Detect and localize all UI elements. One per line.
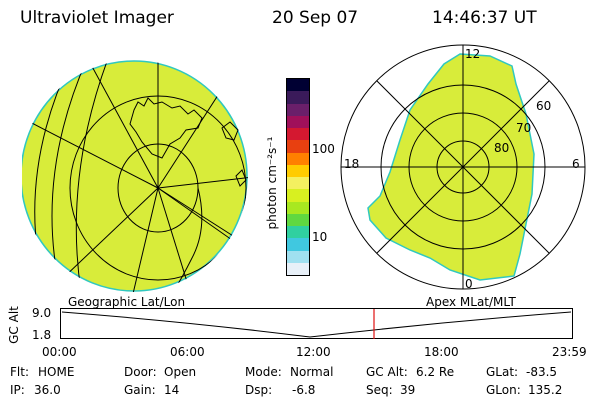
mlt-label-18: 18 bbox=[344, 157, 359, 171]
colorbar-tick-100: 100 bbox=[312, 142, 335, 156]
flt-label: Flt: bbox=[10, 365, 29, 379]
time-tick-0600: 06:00 bbox=[170, 345, 205, 359]
geo-map-label: Geographic Lat/Lon bbox=[68, 295, 186, 309]
colorbar-segment bbox=[287, 189, 309, 202]
glon-value: 135.2 bbox=[528, 383, 563, 397]
colorbar-segment bbox=[287, 140, 309, 153]
colorbar-segment bbox=[287, 164, 309, 177]
colorbar-unit-label: photon cm⁻²s⁻¹ bbox=[265, 136, 279, 230]
door-value: Open bbox=[164, 365, 197, 379]
ip-value: 36.0 bbox=[34, 383, 61, 397]
app-title: Ultraviolet Imager bbox=[20, 8, 174, 28]
flt-value: HOME bbox=[38, 365, 75, 379]
lat-label-70: 70 bbox=[516, 121, 531, 135]
time-tick-1200: 12:00 bbox=[296, 345, 331, 359]
gain-value: 14 bbox=[164, 383, 180, 397]
altitude-curve bbox=[61, 311, 572, 338]
dsp-label: Dsp: bbox=[245, 383, 273, 397]
mlt-label-6: 6 bbox=[572, 157, 580, 171]
time-tick-1800: 18:00 bbox=[424, 345, 459, 359]
date-readout: 20 Sep 07 bbox=[272, 8, 359, 28]
colorbar-segment bbox=[287, 79, 309, 92]
dsp-value: -6.8 bbox=[292, 383, 316, 397]
lat-label-80: 80 bbox=[494, 141, 509, 155]
altitude-plot bbox=[60, 308, 573, 339]
colorbar-segment bbox=[287, 213, 309, 226]
colorbar-segment bbox=[287, 103, 309, 116]
colorbar-segment bbox=[287, 152, 309, 165]
glat-label: GLat: bbox=[486, 365, 519, 379]
colorbar bbox=[286, 78, 310, 276]
lat-label-60: 60 bbox=[536, 99, 551, 113]
gc-alt-value: 6.2 Re bbox=[416, 365, 455, 379]
mlt-label-12: 12 bbox=[465, 47, 480, 61]
gc-alt-label: GC Alt: bbox=[366, 365, 408, 379]
colorbar-segment bbox=[287, 201, 309, 214]
seq-label: Seq: bbox=[366, 383, 393, 397]
colorbar-segment bbox=[287, 91, 309, 104]
geographic-map bbox=[22, 60, 248, 292]
altitude-y-label: GC Alt bbox=[7, 306, 21, 344]
time-tick-2359: 23:59 bbox=[552, 345, 587, 359]
ip-label: IP: bbox=[10, 383, 25, 397]
door-label: Door: bbox=[124, 365, 157, 379]
colorbar-segment bbox=[287, 177, 309, 190]
mode-label: Mode: bbox=[245, 365, 282, 379]
polar-map: 12 18 6 0 60 70 80 bbox=[340, 44, 586, 290]
time-readout: 14:46:37 UT bbox=[432, 8, 537, 28]
colorbar-tick-10: 10 bbox=[312, 230, 328, 244]
colorbar-segment bbox=[287, 115, 309, 128]
polar-grid bbox=[340, 44, 586, 290]
colorbar-segment bbox=[287, 226, 309, 239]
altitude-y-tick-top: 9.0 bbox=[32, 306, 52, 320]
seq-value: 39 bbox=[400, 383, 416, 397]
colorbar-segment bbox=[287, 262, 309, 275]
mode-value: Normal bbox=[290, 365, 334, 379]
gain-label: Gain: bbox=[124, 383, 156, 397]
altitude-y-tick-bottom: 1.8 bbox=[32, 328, 52, 342]
colorbar-segment bbox=[287, 238, 309, 251]
colorbar-segment bbox=[287, 250, 309, 263]
time-tick-0000: 00:00 bbox=[42, 345, 77, 359]
colorbar-segment bbox=[287, 128, 309, 141]
polar-map-label: Apex MLat/MLT bbox=[426, 295, 516, 309]
glon-label: GLon: bbox=[486, 383, 521, 397]
mlt-label-0: 0 bbox=[465, 277, 473, 290]
glat-value: -83.5 bbox=[526, 365, 558, 379]
